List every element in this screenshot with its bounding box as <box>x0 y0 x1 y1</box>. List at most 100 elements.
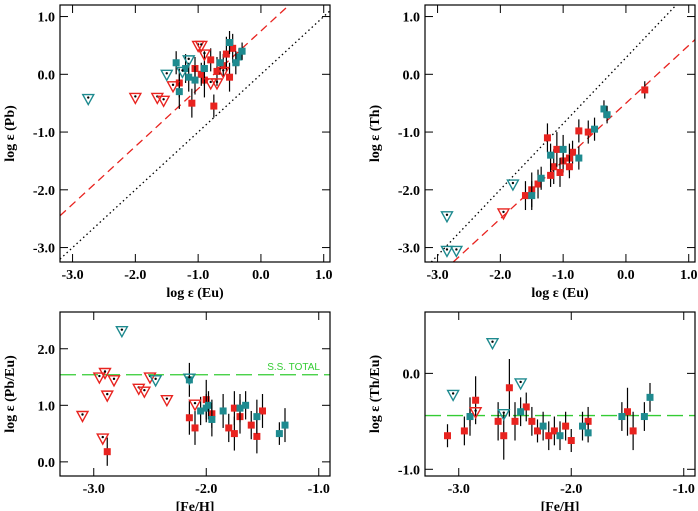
point <box>565 163 573 171</box>
point <box>235 53 243 61</box>
y-tick-label: -2.0 <box>33 184 55 199</box>
point <box>556 432 564 440</box>
triangle <box>143 372 157 385</box>
limit-point <box>210 78 224 91</box>
point <box>253 413 261 421</box>
x-tick-label: -2.0 <box>195 482 217 497</box>
point <box>553 145 561 153</box>
limit-point <box>100 390 114 403</box>
x-tick-label: 0.0 <box>252 268 270 283</box>
reference-line <box>60 10 330 260</box>
reference-line <box>60 5 290 217</box>
triangle-dot <box>203 51 206 55</box>
triangle <box>496 208 511 221</box>
triangle <box>107 375 121 388</box>
point <box>191 76 199 84</box>
limit-point <box>440 211 454 224</box>
point <box>197 407 205 415</box>
y-tick-label: 0.0 <box>403 367 421 382</box>
point <box>281 421 289 429</box>
limit-point <box>156 95 171 108</box>
triangle-dot <box>120 328 124 331</box>
limit-point <box>160 394 174 408</box>
triangle <box>468 407 483 420</box>
y-tick-label: 1.0 <box>38 399 56 414</box>
x-tick-label: -2.0 <box>560 482 582 497</box>
x-tick-label: 0.0 <box>617 268 635 283</box>
y-tick-label: -2.0 <box>398 184 420 199</box>
triangle-dot <box>188 375 191 379</box>
triangle-dot <box>81 413 84 416</box>
point <box>547 151 555 159</box>
point <box>517 408 525 416</box>
point <box>584 128 592 136</box>
triangle-dot <box>491 340 494 343</box>
point <box>545 432 553 440</box>
y-tick-label: -1.0 <box>398 126 420 141</box>
point <box>230 404 238 412</box>
plot-frame <box>424 4 696 263</box>
plot-area <box>430 5 695 262</box>
plot-area <box>60 5 330 260</box>
x-tick-label: -3.0 <box>61 268 83 283</box>
limit-point <box>449 245 464 258</box>
point <box>528 192 536 200</box>
point <box>539 422 547 430</box>
point <box>641 86 649 94</box>
triangle <box>156 95 171 108</box>
limit-point <box>440 245 454 258</box>
y-tick-label: 1.0 <box>38 11 56 26</box>
y-axis-label: log ε (Th) <box>368 105 383 163</box>
point <box>550 163 558 171</box>
triangle-dot <box>87 96 90 99</box>
point <box>191 424 199 432</box>
limit-point <box>81 93 95 107</box>
triangle <box>96 433 110 446</box>
point <box>559 145 567 153</box>
limit-point <box>160 69 174 82</box>
reference-line <box>430 5 677 262</box>
point <box>600 105 608 113</box>
triangle-dot <box>511 181 515 185</box>
y-tick-label: -3.0 <box>398 242 420 257</box>
point <box>511 417 519 425</box>
triangle <box>449 245 464 258</box>
point <box>584 429 592 437</box>
triangle-dot <box>502 210 505 214</box>
x-tick-label: 1.0 <box>680 268 698 283</box>
limit-point <box>107 375 121 388</box>
x-tick-label: -3.0 <box>448 482 470 497</box>
x-tick-label: 1.0 <box>315 268 333 283</box>
plot-area <box>425 337 695 460</box>
point <box>646 393 654 401</box>
point <box>618 413 626 421</box>
triangle-dot <box>445 213 449 216</box>
limit-point <box>75 410 90 423</box>
point <box>185 376 193 384</box>
point <box>460 427 468 435</box>
panel: -3.0 -2.0 -1.0 -1.0 0.0 [Fe/H] log ε (Th/Eu) <box>368 311 696 511</box>
x-tick-label: -3.0 <box>426 268 448 283</box>
point <box>208 415 216 423</box>
triangle-dot <box>165 72 168 75</box>
point <box>200 65 208 73</box>
line-annotation: S.S. TOTAL <box>267 362 320 373</box>
point <box>103 448 111 456</box>
y-tick-label: -1.0 <box>398 463 420 478</box>
point <box>556 168 564 176</box>
limit-point <box>446 389 460 402</box>
triangle-dot <box>200 43 203 46</box>
triangle <box>166 81 180 94</box>
triangle-dot <box>455 248 458 251</box>
triangle <box>440 245 454 258</box>
triangle <box>446 389 460 402</box>
limit-point <box>137 386 152 399</box>
triangle <box>137 386 152 399</box>
triangle <box>128 92 143 105</box>
plot-frame <box>59 4 331 263</box>
point <box>205 401 212 409</box>
triangle-dot <box>187 57 190 61</box>
triangle-dot <box>165 397 169 400</box>
limit-point <box>468 407 483 420</box>
point <box>562 422 570 430</box>
